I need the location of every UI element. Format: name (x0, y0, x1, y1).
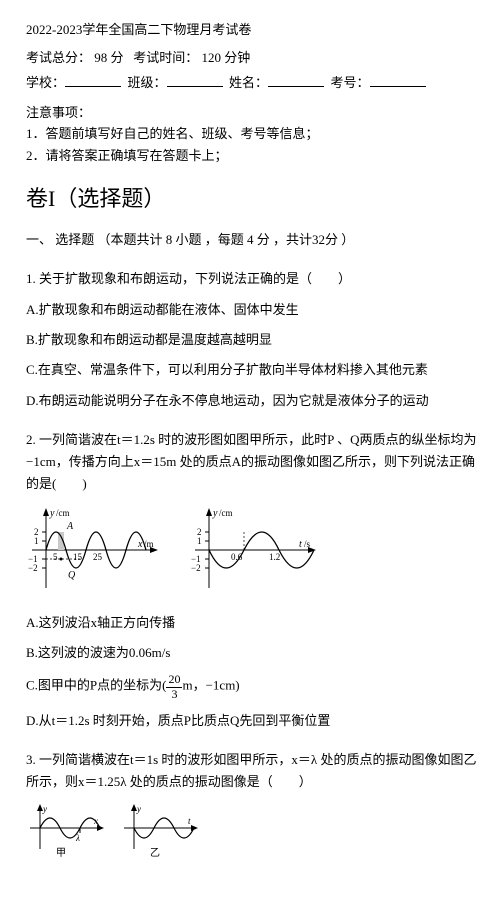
q1-text: 1. 关于扩散现象和布朗运动，下列说法正确的是（ ） (26, 268, 478, 290)
svg-text:t: t (188, 816, 191, 826)
q3-chart-1: y x λ 甲 (26, 803, 106, 864)
svg-text:25: 25 (93, 552, 103, 562)
score-time-line: 考试总分： 98 分 考试时间： 120 分钟 (26, 48, 478, 68)
q1-option-a: A.扩散现象和布朗运动都能在液体、固体中发生 (26, 300, 478, 320)
q1-option-b: B.扩散现象和布朗运动都是温度越高越明显 (26, 330, 478, 350)
total-score: 98 分 (94, 50, 123, 65)
wave-chart-icon: y t 乙 (120, 803, 200, 858)
wave-chart-icon: y x λ 甲 (26, 803, 106, 858)
svg-text:x: x (137, 539, 143, 550)
q2-c-suffix: m，−1cm) (182, 678, 239, 693)
time-value: 120 分钟 (202, 50, 251, 65)
svg-text:/cm: /cm (56, 508, 70, 518)
svg-text:y: y (42, 804, 47, 814)
wave-chart-icon: y/cm 2 1 −1 −2 5 15 25 x/m A Q (26, 505, 161, 595)
name-blank (268, 74, 324, 87)
class-label: 班级： (128, 75, 167, 90)
section-1-title: 卷I（选择题） (26, 182, 478, 216)
q1-option-d: D.布朗运动能说明分子在永不停息地运动，因为它就是液体分子的运动 (26, 391, 478, 411)
exam-no-blank (370, 74, 426, 87)
section-1-subtitle: 一、 选择题 （本题共计 8 小题 ，每题 4 分 ，共计32分 ） (26, 230, 478, 250)
svg-text:t: t (299, 539, 302, 550)
q2-option-a: A.这列波沿x轴正方向传播 (26, 613, 478, 633)
chart-caption: 甲 (56, 848, 66, 858)
svg-text:15: 15 (73, 552, 83, 562)
chart-caption: 乙 (150, 847, 160, 858)
svg-text:1.2: 1.2 (269, 552, 280, 562)
svg-text:Q: Q (68, 570, 76, 581)
q3-chart-row: y x λ 甲 y t 乙 (26, 803, 478, 864)
svg-text:y: y (49, 508, 55, 519)
q2-option-d: D.从t＝1.2s 时刻开始，质点P比质点Q先回到平衡位置 (26, 711, 478, 731)
svg-text:−2: −2 (191, 563, 201, 573)
svg-text:x: x (93, 816, 98, 826)
class-blank (167, 74, 223, 87)
frac-den: 3 (169, 688, 179, 701)
school-blank (65, 74, 121, 87)
q1-option-c: C.在真空、常温条件下，可以利用分子扩散向半导体材料掺入其他元素 (26, 360, 478, 380)
exam-title: 2022-2023学年全国高二下物理月考试卷 (26, 20, 478, 40)
total-score-label: 考试总分： (26, 50, 91, 65)
notice-item-2: 2．请将答案正确填写在答题卡上； (26, 146, 478, 166)
q2-chart-2: y/cm 2 1 −1 −2 0.6 1.2 t/s (189, 505, 319, 601)
svg-text:/m: /m (144, 539, 154, 549)
wave-chart-icon: y/cm 2 1 −1 −2 0.6 1.2 t/s (189, 505, 319, 595)
notice-block: 注意事项： 1．答题前填写好自己的姓名、班级、考号等信息； 2．请将答案正确填写… (26, 103, 478, 165)
exam-no-label: 考号： (331, 75, 370, 90)
svg-text:λ: λ (75, 833, 80, 843)
notice-item-1: 1．答题前填写好自己的姓名、班级、考号等信息； (26, 124, 478, 144)
svg-text:y: y (136, 804, 141, 814)
notice-heading: 注意事项： (26, 103, 478, 123)
svg-text:A: A (66, 521, 74, 532)
q2-option-b: B.这列波的波速为0.06m/s (26, 643, 478, 663)
svg-text:/cm: /cm (219, 508, 233, 518)
svg-text:/s: /s (304, 539, 311, 549)
q2-option-c: C.图甲中的P点的坐标为(203m，−1cm) (26, 673, 478, 700)
q3-text: 3. 一列简谐横波在t＝1s 时的波形如图甲所示，x＝λ 处的质点的振动图像如图… (26, 749, 478, 793)
q2-chart-row: y/cm 2 1 −1 −2 5 15 25 x/m A Q (26, 505, 478, 601)
svg-text:5: 5 (53, 552, 58, 562)
svg-text:−2: −2 (28, 563, 38, 573)
question-1: 1. 关于扩散现象和布朗运动，下列说法正确的是（ ） A.扩散现象和布朗运动都能… (26, 268, 478, 411)
question-3: 3. 一列简谐横波在t＝1s 时的波形如图甲所示，x＝λ 处的质点的振动图像如图… (26, 749, 478, 864)
svg-text:0.6: 0.6 (231, 552, 243, 562)
student-info-line: 学校： 班级： 姓名： 考号： (26, 73, 478, 93)
frac-num: 20 (166, 673, 182, 687)
svg-text:y: y (212, 508, 218, 519)
school-label: 学校： (26, 75, 65, 90)
q2-text: 2. 一列简谐波在t＝1.2s 时的波形图如图甲所示，此时P 、Q两质点的纵坐标… (26, 429, 478, 495)
svg-text:1: 1 (197, 536, 202, 546)
svg-text:1: 1 (34, 536, 39, 546)
question-2: 2. 一列简谐波在t＝1.2s 时的波形图如图甲所示，此时P 、Q两质点的纵坐标… (26, 429, 478, 731)
q2-c-prefix: C.图甲中的P点的坐标为( (26, 678, 166, 693)
q2-chart-1: y/cm 2 1 −1 −2 5 15 25 x/m A Q (26, 505, 161, 601)
q3-chart-2: y t 乙 (120, 803, 200, 864)
name-label: 姓名： (229, 75, 268, 90)
fraction: 203 (166, 673, 182, 700)
time-label: 考试时间： (133, 50, 198, 65)
